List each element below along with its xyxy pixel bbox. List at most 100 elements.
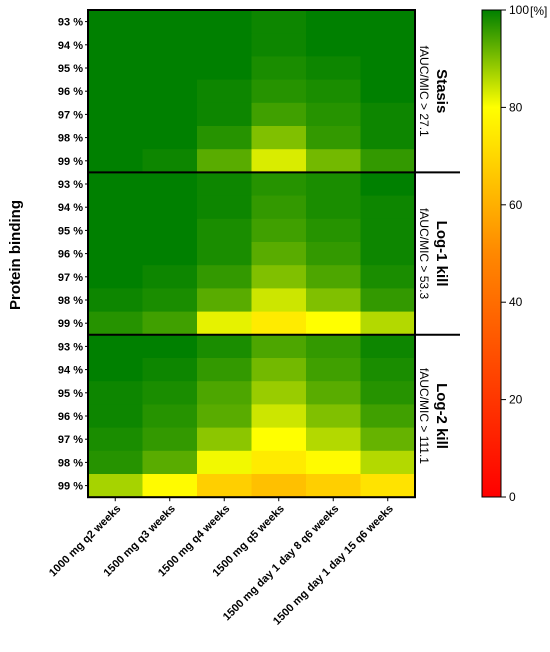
heatmap-cell [88,242,144,266]
heatmap-cell [251,311,307,336]
panel-subtitle: fAUC/MIC > 111.1 [417,368,431,464]
heatmap-cell [251,102,307,127]
heatmap-cell [88,358,144,382]
row-label: 94 % [58,40,83,52]
row-label: 93 % [58,17,83,29]
heatmap-cell [251,195,307,220]
heatmap-cell [197,149,253,173]
colorbar: 0 20 40 60 80 100 [481,3,529,504]
heatmap-cell [306,474,362,498]
heatmap-cell [251,172,307,197]
colorbar-tick-label: 40 [509,295,523,309]
heatmap-cell [142,33,198,57]
heatmap-cells [88,10,416,498]
heatmap-cell [142,195,198,220]
heatmap-cell [360,79,416,104]
heatmap-cell [142,79,198,104]
heatmap-cell [306,33,362,57]
row-label: 99 % [58,156,83,168]
column-label: 1500 mg day 1 day 15 q6 weeks [271,503,396,628]
heatmap-cell [251,381,307,405]
heatmap-cell [197,288,253,313]
heatmap-cell [360,450,416,475]
heatmap-cell [306,404,362,429]
heatmap-cell [88,218,144,243]
heatmap-cell [251,10,307,34]
row-label: 95 % [58,225,83,237]
heatmap-cell [88,172,144,197]
heatmap-cell [251,288,307,313]
heatmap-cell [88,126,144,150]
heatmap-cell [360,474,416,498]
heatmap-cell [360,242,416,266]
heatmap-cell [251,404,307,429]
row-label: 97 % [58,109,83,121]
heatmap-cell [306,381,362,405]
heatmap-cell [306,450,362,475]
heatmap-cell [142,334,198,359]
y-axis-label: Protein binding [7,200,24,310]
colorbar-tick-label: 0 [509,490,516,504]
colorbar-tick-label: 80 [509,100,523,114]
row-label: 96 % [58,249,83,261]
heatmap-cell [360,334,416,359]
heatmap-cell [142,218,198,243]
row-label: 97 % [58,434,83,446]
heatmap-cell [360,126,416,150]
row-label: 94 % [58,202,83,214]
heatmap-cell [142,427,198,452]
heatmap-cell [88,195,144,220]
row-label: 98 % [58,295,83,307]
heatmap-cell [88,33,144,57]
heatmap-cell [88,56,144,81]
colorbar-gradient [481,9,502,498]
heatmap-cell [360,56,416,81]
heatmap-cell [306,218,362,243]
heatmap-cell [251,149,307,173]
heatmap-cell [197,102,253,127]
heatmap-cell [360,265,416,289]
heatmap-cell [88,404,144,429]
heatmap-cell [306,10,362,34]
row-label: 93 % [58,179,83,191]
heatmap-cell [360,381,416,405]
heatmap-cell [360,149,416,173]
heatmap-cell [142,288,198,313]
heatmap-cell [360,288,416,313]
heatmap-cell [197,79,253,104]
colorbar-unit: [%] [530,4,547,18]
heatmap-cell [251,56,307,81]
row-label: 98 % [58,457,83,469]
colorbar-tick-label: 20 [509,393,523,407]
row-label: 99 % [58,318,83,330]
heatmap-cell [88,474,144,498]
heatmap-cell [360,10,416,34]
heatmap-cell [251,474,307,498]
heatmap-cell [88,10,144,34]
heatmap-cell [360,404,416,429]
column-label: 1500 mg day 1 day 8 q6 weeks [221,503,341,623]
heatmap-cell [142,450,198,475]
heatmap-cell [306,334,362,359]
panel-title: Log-1 kill [433,221,450,287]
heatmap-cell [142,358,198,382]
heatmap-cell [306,311,362,336]
heatmap-cell [251,334,307,359]
heatmap-cell [142,126,198,150]
heatmap-cell [306,79,362,104]
heatmap-cell [197,358,253,382]
colorbar-tick-label: 100 [509,3,529,17]
heatmap-cell [88,79,144,104]
heatmap-cell [197,474,253,498]
row-label: 97 % [58,272,83,284]
row-label: 96 % [58,411,83,423]
heatmap-cell [360,33,416,57]
heatmap-cell [360,102,416,127]
heatmap-cell [142,102,198,127]
heatmap-cell [197,195,253,220]
heatmap-cell [306,427,362,452]
row-label: 95 % [58,388,83,400]
heatmap-cell [251,450,307,475]
